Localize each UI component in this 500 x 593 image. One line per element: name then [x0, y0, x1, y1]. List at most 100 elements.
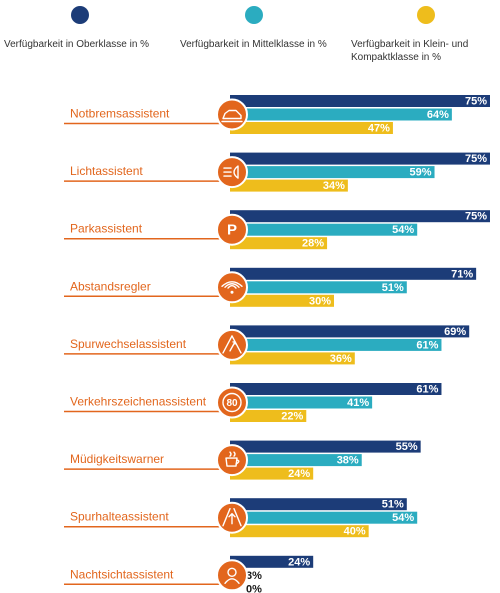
bar — [230, 396, 373, 409]
bar — [230, 511, 418, 524]
bar — [230, 237, 328, 250]
bar-value-label: 75% — [465, 96, 487, 108]
bar-value-label: 75% — [465, 153, 487, 165]
category-label: Spurhalteassistent — [70, 510, 169, 524]
bar — [230, 294, 334, 307]
bar-value-label: 59% — [410, 167, 432, 179]
bar — [230, 498, 407, 511]
icon-shape — [228, 513, 236, 525]
bar — [230, 152, 490, 165]
chart-row: 24% 3%0% Nachtsichtassistent — [64, 555, 314, 593]
bar-value-label: 54% — [392, 224, 414, 236]
bar-value-label: 38% — [337, 455, 359, 467]
icon-label: 80 — [226, 398, 238, 409]
bar-value-label: 61% — [416, 384, 438, 396]
chart-row: 75% 54% 28% Parkassistent P — [64, 210, 490, 250]
distance-waves-icon — [221, 281, 243, 294]
category-icon-circle — [216, 213, 248, 246]
bar — [230, 410, 307, 422]
bar — [230, 122, 393, 134]
bar — [230, 281, 407, 294]
night-vision-icon — [224, 567, 240, 584]
category-label: Parkassistent — [70, 222, 143, 236]
bar-value-label: 54% — [392, 512, 414, 524]
coffee-cup-icon — [225, 451, 240, 467]
icon-shape — [224, 578, 240, 584]
category-label: Müdigkeitswarner — [70, 452, 164, 466]
icon-ring — [222, 392, 242, 413]
bar-value-label: 22% — [281, 411, 303, 423]
category-icon-circle — [216, 271, 248, 304]
bar-value-label: 69% — [444, 326, 466, 338]
bar — [230, 440, 421, 453]
legend-label: Verfügbarkeit in Oberklasse in % — [4, 39, 150, 50]
bar — [230, 525, 369, 538]
bar-value-label: 0% — [246, 583, 262, 593]
category-icon-circle — [216, 98, 248, 131]
icon-shape — [229, 451, 236, 457]
category-label: Lichtassistent — [70, 164, 143, 178]
icon-shape — [222, 109, 242, 120]
category-icon-circle — [216, 444, 248, 477]
category-icon-circle — [216, 328, 248, 361]
car-brake-icon — [221, 109, 243, 123]
icon-shape — [221, 281, 243, 287]
bar-value-label: 71% — [451, 268, 473, 280]
bar — [230, 166, 435, 179]
legend-dot — [71, 6, 89, 24]
bar — [230, 383, 442, 395]
bar-value-label: 64% — [427, 109, 449, 121]
icon-shape — [229, 341, 236, 352]
bar — [230, 210, 490, 223]
bar-value-label: 41% — [347, 397, 369, 409]
lane-keep-icon — [222, 508, 242, 527]
icon-shape — [225, 457, 238, 467]
bar — [230, 223, 418, 236]
bar — [230, 338, 442, 351]
chart-row: 55% 38% 24% Müdigkeitswarner — [64, 440, 421, 480]
bar-value-label: 61% — [416, 339, 438, 351]
speed-sign-icon: 80 — [222, 392, 242, 413]
bar-value-label: 24% — [288, 556, 310, 568]
bar-value-label: 34% — [323, 180, 345, 192]
icon-shape — [230, 290, 234, 294]
bar-value-label: 36% — [330, 353, 352, 365]
headlight-icon — [223, 165, 239, 179]
bar — [230, 467, 314, 480]
bar-value-label: 24% — [288, 468, 310, 480]
legend-dot — [245, 6, 263, 24]
icon-shape — [227, 567, 237, 577]
bar — [230, 325, 470, 338]
bar — [230, 267, 477, 280]
category-label: Spurwechselassistent — [70, 337, 187, 351]
category-label: Verkehrszeichenassistent — [70, 395, 207, 409]
category-label: Nachtsichtassistent — [70, 567, 174, 581]
chart-row: 51%54% 40% Spurhalteassistent — [64, 498, 418, 538]
icon-shape — [222, 335, 242, 354]
legend-label: Verfügbarkeit in Klein- und Kompaktklass… — [351, 39, 469, 63]
icon-shape — [233, 165, 239, 179]
icon-shape — [227, 285, 237, 289]
icon-shape — [224, 283, 240, 288]
legend-label: Verfügbarkeit in Mittelklasse in % — [180, 39, 327, 50]
bar — [230, 108, 452, 121]
bar-value-label: 28% — [302, 238, 324, 250]
icon-label: P — [227, 222, 237, 239]
chart-row: 61% 41% 22% Verkehrszeichenassistent 80 — [64, 383, 442, 423]
bar — [230, 179, 348, 192]
chart-row: 75% 59% 34% Lichtassistent — [64, 152, 490, 192]
chart-row: 75% 64% 47% Notbremsassistent — [64, 95, 490, 135]
bar — [230, 555, 314, 568]
bar-value-label: 51% — [382, 499, 404, 511]
parking-icon: P — [227, 222, 237, 239]
category-icon-circle — [216, 559, 248, 592]
bar-value-label: 47% — [368, 123, 390, 135]
chart-row: 69% 61% 36% Spurwechselassistent — [64, 325, 470, 365]
chart-row: 71% 51% 30% Abstandsregler — [64, 267, 477, 307]
bar-value-label: 3% — [246, 570, 262, 582]
bar-value-label: 40% — [344, 526, 366, 538]
bar — [230, 95, 490, 107]
bar — [230, 352, 355, 365]
bar-value-label: 55% — [396, 441, 418, 453]
